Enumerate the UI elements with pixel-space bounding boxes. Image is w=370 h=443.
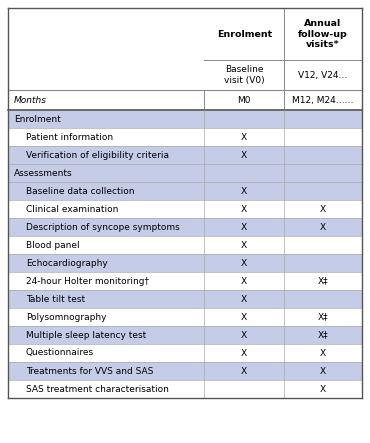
Bar xyxy=(8,380,362,398)
Text: Assessments: Assessments xyxy=(14,168,73,178)
Text: Polysomnography: Polysomnography xyxy=(26,312,107,322)
Text: 24-hour Holter monitoring†: 24-hour Holter monitoring† xyxy=(26,276,149,285)
Text: Clinical examination: Clinical examination xyxy=(26,205,118,214)
Text: Enrolment: Enrolment xyxy=(217,30,272,39)
Text: SAS treatment characterisation: SAS treatment characterisation xyxy=(26,385,169,393)
Text: V12, V24…: V12, V24… xyxy=(298,70,348,79)
Bar xyxy=(8,146,362,164)
Bar xyxy=(8,272,362,290)
Text: X: X xyxy=(241,151,248,159)
Text: Treatments for VVS and SAS: Treatments for VVS and SAS xyxy=(26,366,154,376)
Text: X‡: X‡ xyxy=(318,276,328,285)
Text: Verification of eligibility criteria: Verification of eligibility criteria xyxy=(26,151,169,159)
Text: X: X xyxy=(320,385,326,393)
Text: Baseline
visit (V0): Baseline visit (V0) xyxy=(224,65,265,85)
Text: X: X xyxy=(241,276,248,285)
Bar xyxy=(8,218,362,236)
Text: X: X xyxy=(241,312,248,322)
Text: Enrolment: Enrolment xyxy=(14,114,61,124)
Text: Blood panel: Blood panel xyxy=(26,241,80,249)
Bar xyxy=(8,290,362,308)
Text: X: X xyxy=(241,330,248,339)
Text: Table tilt test: Table tilt test xyxy=(26,295,85,303)
Text: X: X xyxy=(241,366,248,376)
Text: Questionnaires: Questionnaires xyxy=(26,349,94,358)
Text: X: X xyxy=(320,349,326,358)
Bar xyxy=(8,200,362,218)
Text: X: X xyxy=(241,132,248,141)
Bar xyxy=(8,344,362,362)
Bar xyxy=(8,164,362,182)
Text: X: X xyxy=(241,259,248,268)
Bar xyxy=(8,90,362,110)
Text: X: X xyxy=(320,222,326,232)
Text: X: X xyxy=(241,205,248,214)
Bar xyxy=(8,8,362,60)
Text: X: X xyxy=(241,241,248,249)
Bar xyxy=(8,308,362,326)
Text: Months: Months xyxy=(14,96,47,105)
Text: X: X xyxy=(241,349,248,358)
Text: Echocardiography: Echocardiography xyxy=(26,259,108,268)
Text: Description of syncope symptoms: Description of syncope symptoms xyxy=(26,222,180,232)
Bar xyxy=(8,128,362,146)
Text: Annual
follow-up
visits*: Annual follow-up visits* xyxy=(298,19,348,49)
Text: X: X xyxy=(241,222,248,232)
Text: Patient information: Patient information xyxy=(26,132,113,141)
Text: X: X xyxy=(241,187,248,195)
Text: X‡: X‡ xyxy=(318,330,328,339)
Text: X: X xyxy=(320,366,326,376)
Text: Multiple sleep latency test: Multiple sleep latency test xyxy=(26,330,146,339)
Text: X: X xyxy=(320,205,326,214)
Text: M12, M24……: M12, M24…… xyxy=(292,96,354,105)
Bar xyxy=(8,362,362,380)
Bar xyxy=(8,236,362,254)
Text: Baseline data collection: Baseline data collection xyxy=(26,187,135,195)
Text: X: X xyxy=(241,295,248,303)
Bar xyxy=(8,60,362,90)
Bar xyxy=(8,254,362,272)
Bar xyxy=(8,326,362,344)
Text: M0: M0 xyxy=(238,96,251,105)
Bar xyxy=(8,182,362,200)
Text: X‡: X‡ xyxy=(318,312,328,322)
Bar xyxy=(8,110,362,128)
